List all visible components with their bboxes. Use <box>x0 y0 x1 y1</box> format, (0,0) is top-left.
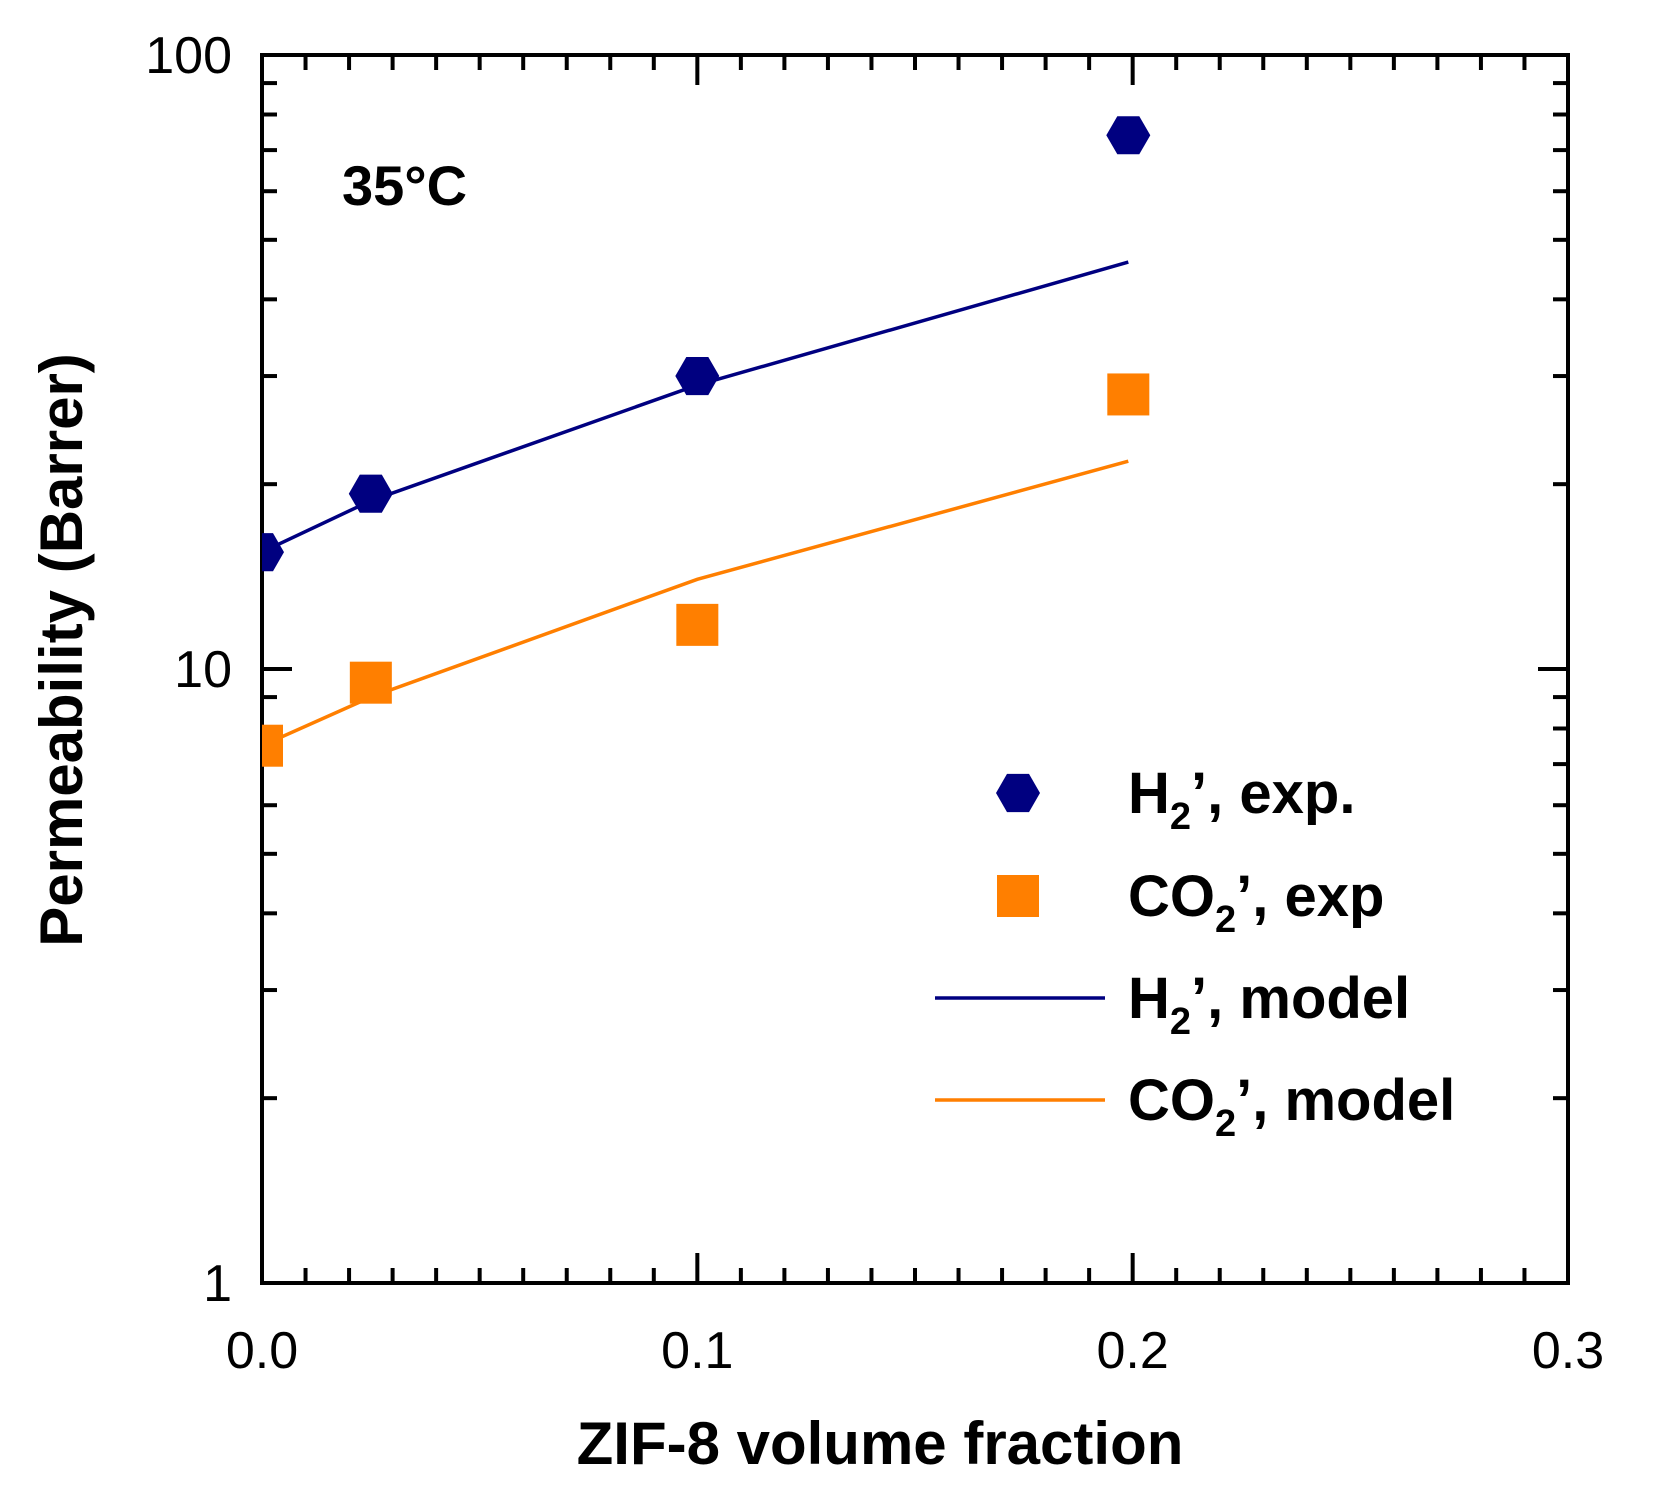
h2-exp-point <box>262 533 284 572</box>
legend-label-base: H <box>1128 761 1170 826</box>
co2-exp-point <box>1107 373 1150 416</box>
legend-label-subscript: 2 <box>1170 796 1191 838</box>
x-tick-labels: 0.0 0.1 0.2 0.3 <box>226 1322 1604 1380</box>
co2-exp-point <box>349 661 392 704</box>
y-tick-label: 10 <box>174 641 232 699</box>
x-tick-label: 0.1 <box>661 1322 733 1380</box>
y-tick-label: 100 <box>145 27 232 85</box>
y-tick-label: 1 <box>203 1255 232 1313</box>
legend-label-subscript: 2 <box>1215 899 1236 941</box>
legend-label-subscript: 2 <box>1215 1103 1236 1145</box>
legend-label-rest: ’, exp. <box>1191 761 1355 826</box>
co2-exp-point <box>676 603 719 646</box>
legend-label-subscript: 2 <box>1170 1001 1191 1043</box>
x-axis-title: ZIF-8 volume fraction <box>577 1410 1184 1477</box>
y-tick-labels: 1 10 100 <box>145 27 232 1313</box>
legend-label-base: H <box>1128 966 1170 1031</box>
x-tick-label: 0.2 <box>1097 1322 1169 1380</box>
h2-model-line <box>262 260 1129 554</box>
legend-swatch-co2-exp <box>997 875 1039 917</box>
legend-label-rest: ’, model <box>1236 1068 1455 1133</box>
co2-exp-point <box>262 724 283 767</box>
legend-label-co2-exp: CO2’, exp <box>1128 864 1384 941</box>
legend-swatch-h2-exp <box>996 773 1040 813</box>
y-axis-title: Permeability (Barrer) <box>28 353 95 947</box>
h2-exp-point <box>348 474 393 513</box>
temperature-annotation: 35°C <box>342 154 467 217</box>
legend-label-base: CO <box>1128 1068 1215 1133</box>
legend-label-h2-exp: H2’, exp. <box>1128 761 1355 838</box>
legend-label-base: CO <box>1128 864 1215 929</box>
plot-frame <box>260 53 1570 1285</box>
co2-model-line <box>262 459 1129 748</box>
x-tick-label: 0.0 <box>226 1322 298 1380</box>
h2-exp-point <box>1106 116 1151 155</box>
legend-label-h2-model: H2’, model <box>1128 966 1410 1043</box>
legend-label-co2-model: CO2’, model <box>1128 1068 1455 1145</box>
model-lines <box>262 260 1129 748</box>
legend-label-rest: ’, exp <box>1236 864 1384 929</box>
x-tick-label: 0.3 <box>1532 1322 1604 1380</box>
experimental-markers <box>262 116 1151 767</box>
h2-exp-point <box>675 357 720 396</box>
legend-label-rest: ’, model <box>1191 966 1410 1031</box>
